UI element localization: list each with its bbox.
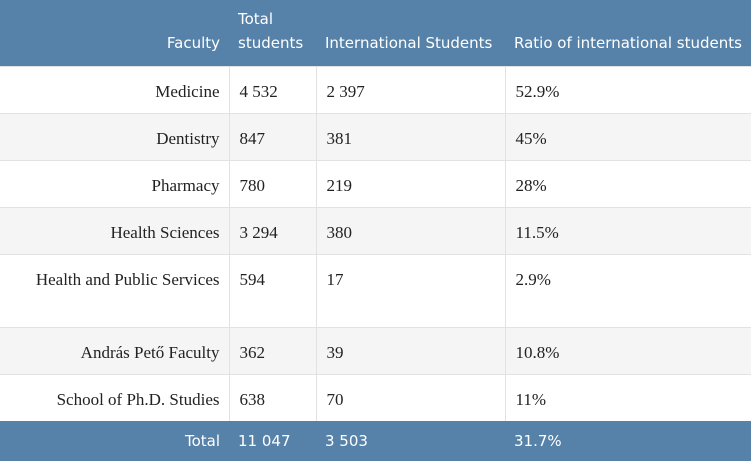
faculty-cell: Dentistry xyxy=(0,112,230,160)
table-body: Medicine 4 532 2 397 52.9% Dentistry 847… xyxy=(0,65,751,421)
total-students-sum: 11 047 xyxy=(238,431,291,450)
ratio-cell: 28% xyxy=(505,159,751,207)
ratio-cell: 11.5% xyxy=(505,206,751,254)
total-row: Total 11 047 3 503 31.7% xyxy=(0,420,751,461)
table-row: András Pető Faculty 362 39 10.8% xyxy=(0,326,751,374)
faculty-cell: Pharmacy xyxy=(0,159,230,207)
international-students-cell: 219 xyxy=(316,159,506,207)
international-students-cell: 380 xyxy=(316,206,506,254)
international-students-sum: 3 503 xyxy=(325,431,368,450)
table-row: Pharmacy 780 219 28% xyxy=(0,159,751,207)
international-students-cell: 17 xyxy=(316,253,506,327)
table-row: Medicine 4 532 2 397 52.9% xyxy=(0,65,751,113)
total-students-cell: 4 532 xyxy=(229,65,317,113)
ratio-cell: 11% xyxy=(505,373,751,421)
overall-ratio: 31.7% xyxy=(514,431,562,450)
table-header: Faculty Total students International Stu… xyxy=(0,0,751,66)
column-header-total-students: Total students xyxy=(238,9,304,52)
table-row: Health and Public Services 594 17 2.9% xyxy=(0,253,751,327)
column-header-ratio: Ratio of international students xyxy=(514,33,742,52)
total-students-cell: 780 xyxy=(229,159,317,207)
international-students-cell: 70 xyxy=(316,373,506,421)
faculty-cell: School of Ph.D. Studies xyxy=(0,373,230,421)
total-students-cell: 638 xyxy=(229,373,317,421)
ratio-cell: 2.9% xyxy=(505,253,751,327)
international-students-cell: 381 xyxy=(316,112,506,160)
table-row: School of Ph.D. Studies 638 70 11% xyxy=(0,373,751,421)
ratio-cell: 10.8% xyxy=(505,326,751,374)
total-students-cell: 847 xyxy=(229,112,317,160)
international-students-cell: 39 xyxy=(316,326,506,374)
total-students-cell: 362 xyxy=(229,326,317,374)
faculty-cell: Health and Public Services xyxy=(0,253,230,327)
faculty-cell: Health Sciences xyxy=(0,206,230,254)
header-row: Faculty Total students International Stu… xyxy=(0,0,751,66)
total-label: Total xyxy=(184,431,220,450)
column-header-faculty: Faculty xyxy=(166,33,220,52)
faculty-cell: Medicine xyxy=(0,65,230,113)
table-row: Health Sciences 3 294 380 11.5% xyxy=(0,206,751,254)
international-students-cell: 2 397 xyxy=(316,65,506,113)
ratio-cell: 52.9% xyxy=(505,65,751,113)
faculty-cell: András Pető Faculty xyxy=(0,326,230,374)
total-students-cell: 3 294 xyxy=(229,206,317,254)
total-students-cell: 594 xyxy=(229,253,317,327)
column-header-international-students: International Students xyxy=(325,33,493,52)
table-row: Dentistry 847 381 45% xyxy=(0,112,751,160)
ratio-cell: 45% xyxy=(505,112,751,160)
table-footer: Total 11 047 3 503 31.7% xyxy=(0,420,751,461)
